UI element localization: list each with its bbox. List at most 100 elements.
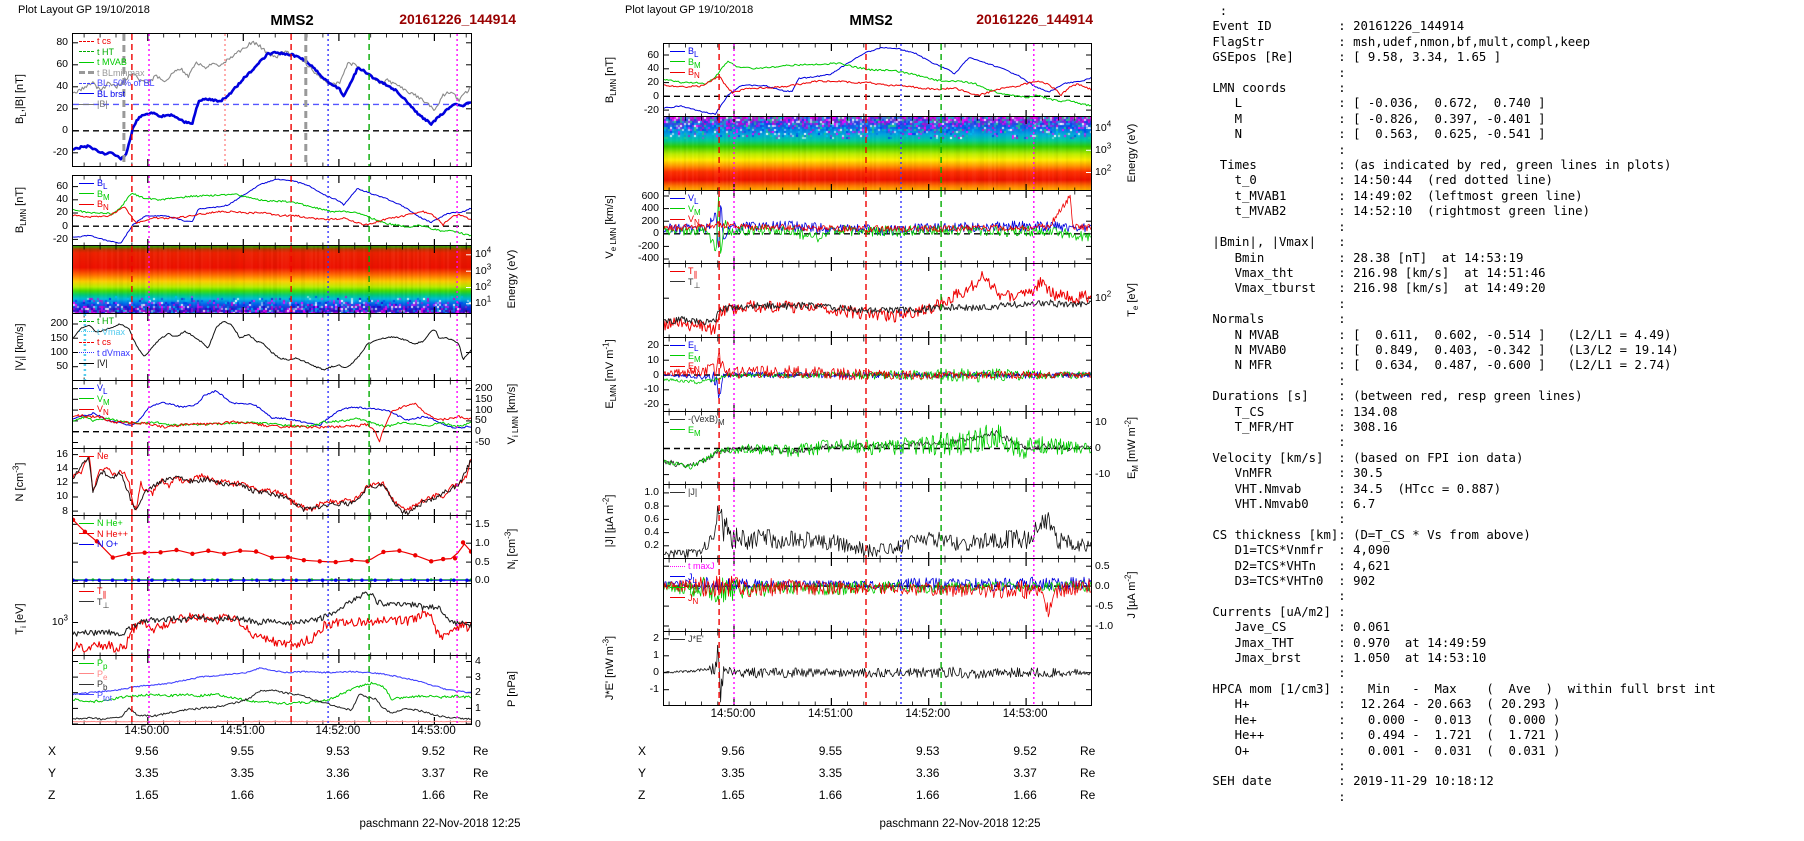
event-id-label: 20161226_144914 bbox=[976, 11, 1093, 27]
jmag-panel-plot bbox=[664, 485, 1091, 559]
position-unit: Re bbox=[1080, 744, 1096, 758]
JN-line bbox=[664, 575, 1091, 618]
y-tick-label: 103 bbox=[51, 613, 68, 629]
BL-line bbox=[73, 178, 471, 244]
y-axis-label: BLMN [nT] bbox=[14, 186, 29, 234]
y-tick-label: 102 bbox=[475, 278, 492, 293]
y-tick-label: 1.5 bbox=[475, 517, 490, 530]
elmn-panel: EL EM EN bbox=[663, 337, 1092, 413]
N-He-plus-plus-marker bbox=[158, 550, 163, 555]
N-He-plus-plus-marker bbox=[206, 548, 211, 553]
minor-ion-density-panel-plot bbox=[73, 516, 471, 584]
electron-temperature-panel: T∥ T⊥ bbox=[663, 263, 1092, 339]
BN-line bbox=[664, 76, 1091, 97]
y-tick-label: 150 bbox=[475, 392, 493, 405]
position-unit: Re bbox=[473, 788, 489, 802]
Te-perp-line bbox=[664, 299, 1091, 325]
position-unit: Re bbox=[473, 744, 489, 758]
y-tick-label: -10 bbox=[1095, 468, 1111, 481]
N-He-plus-plus-marker bbox=[333, 559, 338, 565]
y-tick-label: 0 bbox=[653, 368, 659, 381]
position-value: 3.35 bbox=[230, 766, 255, 780]
y-tick-label: 0 bbox=[62, 124, 68, 137]
right-axis-label: Ni [cm-3] bbox=[503, 528, 521, 570]
event-id-label: 20161226_144914 bbox=[399, 11, 516, 27]
Ti-perp-line bbox=[73, 591, 471, 637]
N-He-plus-plus-marker bbox=[413, 553, 418, 558]
jmag-panel: |J| bbox=[663, 484, 1092, 560]
position-value: 9.55 bbox=[818, 744, 843, 758]
je-panel-plot bbox=[664, 632, 1091, 705]
density-panel-plot bbox=[73, 449, 471, 516]
x-tick-label: 14:53:00 bbox=[1002, 708, 1048, 720]
ve-lmn-panel-plot bbox=[664, 191, 1091, 264]
ve-lmn-panel: VL VM VN bbox=[663, 190, 1092, 265]
y-tick-label: 60 bbox=[56, 58, 68, 71]
y-tick-label: 0.0 bbox=[1095, 579, 1110, 592]
electron-temperature-panel-plot bbox=[664, 264, 1091, 338]
y-tick-label: 60 bbox=[647, 48, 659, 61]
right-axis-label: Te [eV] bbox=[1126, 283, 1141, 317]
middle-plot-column: Plot layout GP 19/10/2018 MMS2 20161226_… bbox=[590, 0, 1204, 841]
y-tick-label: 20 bbox=[647, 338, 659, 351]
electron-spectrogram-panel-canvas bbox=[664, 117, 1091, 191]
y-tick-label: 400 bbox=[641, 202, 659, 215]
minus-VexB-M-line bbox=[664, 429, 1091, 469]
jlmn-panel: t maxJ JL JM JN bbox=[663, 558, 1092, 633]
position-value: 3.36 bbox=[326, 766, 350, 780]
N-He-plus-plus-marker bbox=[174, 547, 179, 553]
Ni-line bbox=[73, 456, 471, 516]
plot-layout-label: Plot Layout GP 19/10/2018 bbox=[18, 4, 150, 16]
vi-lmn-panel-plot bbox=[73, 381, 471, 449]
N-He-plus-plus-marker bbox=[397, 548, 402, 553]
y-tick-label: 0.5 bbox=[1095, 559, 1110, 572]
position-value: 9.53 bbox=[916, 744, 940, 758]
y-tick-label: 102 bbox=[1095, 163, 1112, 178]
y-tick-label: 1.0 bbox=[644, 486, 659, 499]
position-unit: Re bbox=[1080, 788, 1096, 802]
JL-line bbox=[664, 576, 1091, 593]
right-axis-label: EM [mW m-2] bbox=[1123, 416, 1141, 479]
ion-temperature-panel: T∥ T⊥ bbox=[72, 583, 472, 657]
blmn-panel: BL BM BN bbox=[72, 175, 472, 247]
right-axis-label: P [nPa] bbox=[506, 671, 518, 707]
y-tick-label: 200 bbox=[641, 214, 659, 227]
y-tick-label: 0.8 bbox=[644, 499, 659, 512]
position-value: 9.56 bbox=[721, 744, 745, 758]
Vi-magnitude-line bbox=[73, 321, 471, 371]
em-vexb-panel-plot bbox=[664, 412, 1091, 485]
y-tick-label: 1.0 bbox=[475, 536, 490, 549]
position-value: 1.66 bbox=[421, 788, 446, 802]
N-He-plus-plus-marker bbox=[468, 549, 471, 554]
y-tick-label: 0.6 bbox=[644, 512, 659, 525]
y-tick-label: 0.4 bbox=[644, 526, 659, 539]
N-He-plus-plus-marker bbox=[237, 548, 243, 553]
y-tick-label: 0 bbox=[653, 666, 659, 679]
position-value: 9.55 bbox=[230, 744, 255, 758]
position-value: 9.52 bbox=[421, 744, 446, 758]
y-axis-label: ELMN [mV m-1] bbox=[601, 339, 619, 409]
ion-spectrogram-panel-canvas bbox=[73, 246, 471, 314]
position-value: 9.56 bbox=[135, 744, 159, 758]
y-tick-label: 4 bbox=[475, 654, 481, 667]
y-tick-label: -20 bbox=[643, 103, 659, 116]
position-value: 3.35 bbox=[721, 766, 745, 780]
spacecraft-title: MMS2 bbox=[270, 12, 314, 29]
y-tick-label: 103 bbox=[1095, 141, 1112, 156]
y-tick-label: -1 bbox=[649, 683, 659, 696]
position-row-label: Z bbox=[638, 788, 646, 802]
y-tick-label: 50 bbox=[56, 360, 68, 373]
position-row-label: Y bbox=[638, 766, 647, 780]
je-panel: J*E' bbox=[663, 631, 1092, 706]
N-He-plus-plus-marker bbox=[440, 556, 446, 562]
y-tick-label: 80 bbox=[56, 36, 68, 49]
y-tick-label: 20 bbox=[56, 102, 68, 115]
pressure-panel-plot bbox=[73, 656, 471, 724]
right-axis-label: J [µA m-2] bbox=[1123, 570, 1138, 619]
position-value: 1.66 bbox=[326, 788, 350, 802]
N-He-plus-plus-marker bbox=[190, 551, 195, 556]
P-magnetic-line bbox=[73, 689, 471, 721]
y-axis-label: |Vi| [km/s] bbox=[14, 322, 29, 371]
y-tick-label: 40 bbox=[647, 62, 659, 75]
